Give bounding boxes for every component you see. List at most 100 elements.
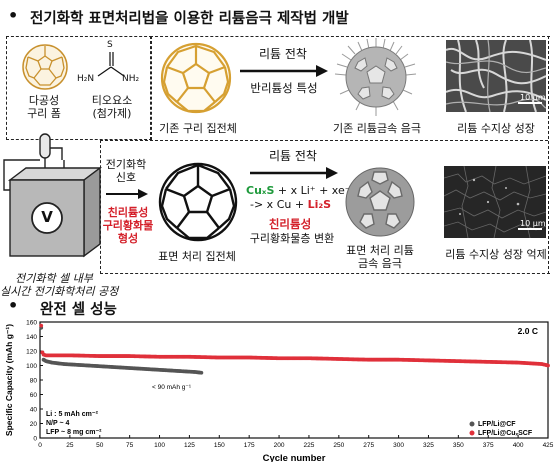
x-tick-label: 350 xyxy=(453,442,464,449)
bottom-conversion-label: 구리황화물층 변환 xyxy=(249,232,335,245)
section2-bullet: • xyxy=(8,296,19,315)
y-tick-label: 100 xyxy=(26,363,37,370)
section2-title: 완전 셀 성능 xyxy=(40,302,117,318)
voltmeter-label: V xyxy=(41,208,53,226)
legend-marker-cf xyxy=(469,421,475,427)
x-tick-label: 125 xyxy=(184,442,195,449)
x-tick-label: 50 xyxy=(96,442,104,449)
reaction-li-plus: + x Li⁺ + xe⁻ xyxy=(274,184,351,197)
reaction-line-2: -> x Cu + Li₂S xyxy=(250,198,331,211)
treated-anode-icon xyxy=(345,167,415,237)
rate-label: 2.0 C xyxy=(518,326,538,336)
condition-3: LFP ~ 8 mg cm⁻² xyxy=(46,429,102,436)
x-axis-label: Cycle number xyxy=(263,453,326,462)
x-tick-label: 175 xyxy=(244,442,255,449)
x-tick-label: 75 xyxy=(126,442,134,449)
y-axis-label: Specific Capacity (mAh g⁻¹) xyxy=(4,324,14,436)
bottom-anode-label-2: 금속 음극 xyxy=(358,257,402,270)
cell-caption-2: 실시간 전기화학처리 공정 xyxy=(0,285,119,298)
atom-nh2-right: NH₂ xyxy=(122,74,140,84)
point-cuxscf xyxy=(39,323,44,328)
bottom-red-label: 친리튬성 xyxy=(268,217,312,231)
point-cuxscf xyxy=(546,363,550,368)
foam-label-2: 구리 폼 xyxy=(27,107,61,120)
legend-label-cuxscf: LFP/Li@CuₓSCF xyxy=(478,430,533,437)
reaction-line-1: CuₓS + x Li⁺ + xe⁻ xyxy=(246,184,351,197)
reaction-cuxs: CuₓS xyxy=(246,184,275,197)
top-sem-label: 리튬 수지상 성장 xyxy=(457,122,535,135)
thiourea-label-1: 티오요소 xyxy=(91,94,133,107)
foam-label-1: 다공성 xyxy=(28,94,60,107)
signal-label-1: 전기화학 xyxy=(105,158,147,171)
treated-collector-icon xyxy=(158,162,238,242)
x-ticks: 0 25 50 75 100 125 150 175 200 225 250 275 300 325 350… xyxy=(38,435,554,449)
thiourea-structure-icon xyxy=(97,52,125,77)
x-tick-label: 225 xyxy=(304,442,315,449)
electrochemical-cell-icon xyxy=(3,133,103,258)
y-tick-label: 80 xyxy=(30,378,38,385)
y-tick-label: 0 xyxy=(33,436,37,443)
bottom-scalebar: 10 μm xyxy=(520,219,546,228)
lithiophilic-label-1: 친리튬성 xyxy=(107,206,149,219)
signal-arrow-icon xyxy=(106,189,148,199)
x-tick-label: 425 xyxy=(543,442,554,449)
x-tick-label: 250 xyxy=(333,442,344,449)
lithiophilic-label-3: 형성 xyxy=(117,232,139,245)
x-tick-label: 200 xyxy=(274,442,285,449)
atom-s: S xyxy=(107,40,113,50)
x-tick-label: 0 xyxy=(38,442,42,449)
thiourea-label-2: (첨가제) xyxy=(92,107,132,120)
legend-label-cf: LFP/Li@CF xyxy=(478,421,516,428)
frame-bottom xyxy=(100,273,550,274)
y-tick-label: 120 xyxy=(26,349,37,356)
copper-foam-icon xyxy=(22,44,68,90)
top-collector-label: 기존 구리 집전체 xyxy=(159,122,237,135)
cell-caption-1: 전기화학 셀 내부 xyxy=(15,272,93,285)
top-arrow-label: 리튬 전착 xyxy=(259,47,307,61)
bottom-anode-label-1: 표면 처리 리튬 xyxy=(346,244,414,257)
condition-1: Li : 5 mAh cm⁻² xyxy=(46,411,99,418)
chart-plot-area xyxy=(39,321,549,439)
bottom-sem-label: 리튬 수지상 성장 억제 xyxy=(445,248,547,261)
capacity-chart: 0 20 40 60 80 100 120 140 160 0 25 50 75 100 125 150 17… xyxy=(4,320,554,462)
atom-nh2-left: H₂N xyxy=(77,74,95,84)
section1-title: 전기화학 표면처리법을 이용한 리튬음극 제작법 개발 xyxy=(30,11,349,27)
top-arrow-sub: 반리튬성 특성 xyxy=(250,81,318,95)
chart-series xyxy=(39,323,550,375)
x-tick-label: 325 xyxy=(423,442,434,449)
top-arrow-icon xyxy=(240,65,328,77)
top-sem-image: 10 μm xyxy=(446,40,546,112)
legend-marker-cuxscf xyxy=(469,430,475,436)
x-tick-label: 25 xyxy=(66,442,74,449)
frame-top xyxy=(150,36,550,37)
y-tick-label: 140 xyxy=(26,334,37,341)
x-tick-label: 300 xyxy=(393,442,404,449)
top-scalebar: 10 μm xyxy=(520,93,546,102)
section1-bullet: • xyxy=(8,6,19,25)
signal-label-2: 신호 xyxy=(115,171,137,184)
bottom-sem-image: 10 μm xyxy=(444,166,546,238)
materials-frame xyxy=(6,36,152,140)
y-tick-label: 60 xyxy=(30,392,38,399)
frame-right xyxy=(548,36,549,274)
reaction-li2s: Li₂S xyxy=(307,198,332,211)
lithiophilic-label-2: 구리황화물 xyxy=(102,219,154,232)
point-cf xyxy=(199,370,204,375)
copper-collector-icon xyxy=(160,42,232,114)
x-tick-label: 275 xyxy=(363,442,374,449)
y-tick-label: 160 xyxy=(26,320,37,327)
dendrite-anode-icon xyxy=(334,38,417,116)
y-tick-label: 40 xyxy=(30,407,38,414)
y-tick-label: 20 xyxy=(30,421,38,428)
x-tick-label: 150 xyxy=(214,442,225,449)
bottom-arrow-icon xyxy=(250,167,338,179)
bottom-arrow-label: 리튬 전착 xyxy=(269,149,317,163)
reaction-cu: -> x Cu + xyxy=(250,198,308,211)
frame-vertical xyxy=(150,36,151,140)
condition-2: N/P ~ 4 xyxy=(46,420,70,427)
x-tick-label: 400 xyxy=(513,442,524,449)
top-anode-label: 기존 리튬금속 음극 xyxy=(333,122,421,135)
annotation-label: < 90 mAh g⁻¹ xyxy=(152,384,192,391)
bottom-collector-label: 표면 처리 집전체 xyxy=(158,250,236,263)
x-tick-label: 100 xyxy=(154,442,165,449)
